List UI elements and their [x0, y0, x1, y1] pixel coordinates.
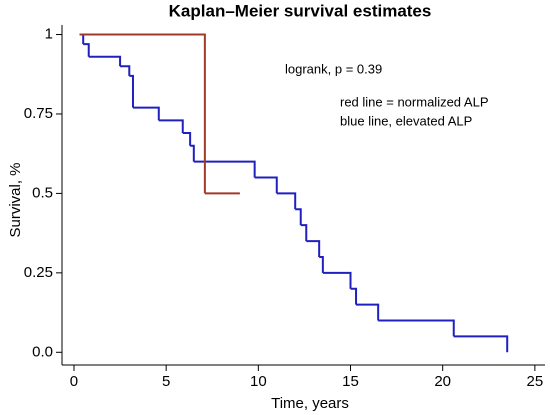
annotation: red line = normalized ALP — [340, 94, 489, 109]
y-tick-label: 0.25 — [24, 264, 53, 281]
y-tick-label: 1 — [45, 26, 53, 43]
chart-title: Kaplan–Meier survival estimates — [169, 1, 432, 20]
survival-step — [158, 119, 184, 134]
x-tick-label: 20 — [434, 373, 451, 390]
survival-step — [319, 255, 324, 273]
y-tick-label: 0.0 — [32, 343, 53, 360]
x-tick-label: 15 — [342, 373, 359, 390]
survival-step — [254, 176, 278, 194]
survival-step — [276, 192, 297, 210]
survival-step — [79, 33, 206, 194]
survival-step — [83, 43, 90, 57]
survival-step — [190, 144, 195, 162]
survival-step — [322, 271, 352, 289]
survival-step — [129, 74, 134, 108]
survival-step — [356, 303, 380, 321]
x-tick-label: 25 — [527, 373, 544, 390]
survival-step — [193, 160, 256, 178]
survival-step — [132, 106, 160, 121]
survival-step — [300, 224, 308, 242]
survival-step — [120, 65, 131, 76]
y-tick-label: 0.5 — [32, 184, 53, 201]
x-tick-label: 0 — [70, 373, 78, 390]
survival-step — [182, 132, 192, 146]
survival-step — [378, 319, 455, 337]
annotation: blue line, elevated ALP — [340, 113, 472, 128]
survival-step — [306, 240, 321, 257]
survival-step — [88, 55, 122, 67]
survival-step — [79, 33, 85, 45]
y-tick-label: 0.75 — [24, 105, 53, 122]
survival-step — [295, 208, 302, 226]
x-tick-label: 5 — [162, 373, 170, 390]
survival-step — [350, 287, 358, 305]
x-axis-label: Time, years — [271, 395, 349, 412]
survival-step — [453, 335, 509, 353]
annotation: logrank, p = 0.39 — [285, 61, 382, 76]
x-tick-label: 10 — [250, 373, 267, 390]
y-axis-label: Survival, % — [7, 162, 24, 237]
